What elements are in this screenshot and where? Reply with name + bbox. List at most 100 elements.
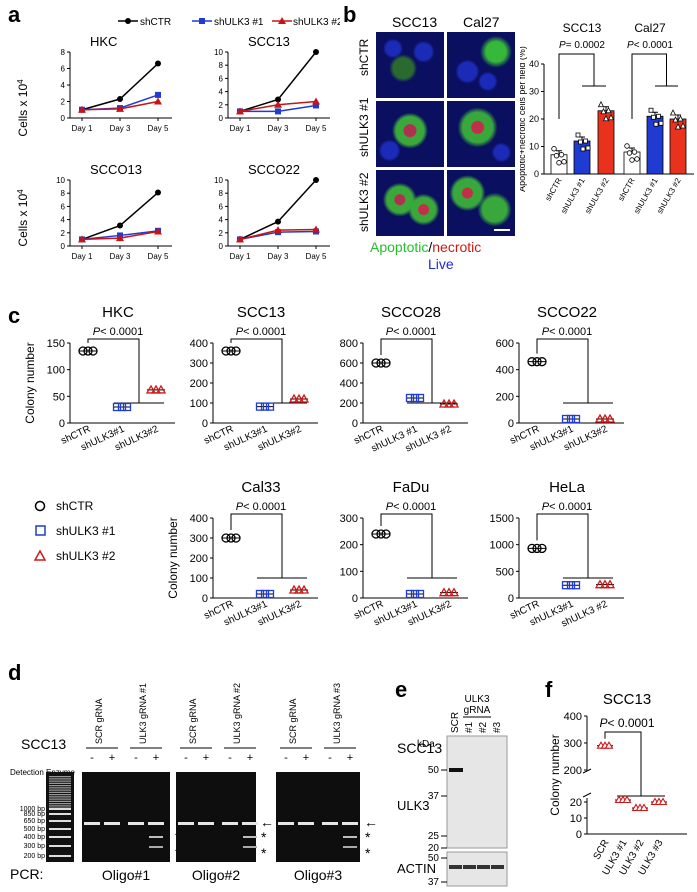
cleaved-band <box>243 846 257 848</box>
p-value: P< 0.0001 <box>236 326 286 338</box>
chart-title: HKC <box>102 305 134 321</box>
sig-bracket <box>230 513 283 578</box>
ulk3-header: ULK3 <box>464 694 489 705</box>
chart-title: SCCO13 <box>90 162 142 177</box>
data-point <box>371 358 381 368</box>
data-point <box>527 543 537 554</box>
x-tick-label: Day 1 <box>72 124 93 133</box>
bar-title-scc13: SCC13 <box>563 21 602 35</box>
data-point <box>527 357 537 367</box>
panel-label-e: e <box>395 677 408 702</box>
data-point <box>651 114 656 120</box>
data-point <box>376 529 386 539</box>
line-chart-hkc: 0 2 4 6 8 HKC Day 1 Day 3 Day 5 <box>61 34 172 133</box>
legend-shctr: shCTR <box>140 17 171 28</box>
pcr-label: PCR: <box>10 866 44 882</box>
sig-bracket <box>536 513 589 578</box>
y-tick-label: 8 <box>61 189 66 198</box>
marker-label: 50 <box>428 853 440 864</box>
cleaved-band <box>149 836 163 838</box>
data-point <box>288 393 300 403</box>
chart-title: SCCO28 <box>381 305 441 321</box>
data-point <box>313 177 319 183</box>
data-point <box>155 384 167 394</box>
y-tick-label: 1500 <box>490 513 514 525</box>
legend-marker-circle <box>125 18 131 24</box>
lane-header: ULK3 gRNA #2 <box>232 683 242 744</box>
y-tick-label: 4 <box>219 216 224 225</box>
y-tick-label: 400 <box>496 365 514 377</box>
ladder-band <box>49 776 71 777</box>
kda-label: kDa <box>417 739 435 750</box>
lane-label: #2 <box>478 721 489 733</box>
arrow-indicator: ← <box>364 814 378 830</box>
y-tick-label: 0 <box>508 593 514 605</box>
y-tick-label: 0 <box>352 418 358 430</box>
pcr-band-main <box>198 822 214 825</box>
data-point <box>83 346 93 356</box>
pcr-band-main <box>148 822 164 825</box>
marker-label: 37 <box>428 877 440 888</box>
y-tick-label: 6 <box>61 65 66 74</box>
y-tick-label: 0 <box>59 418 65 430</box>
data-point <box>155 91 161 98</box>
pcr-band-main <box>178 822 194 825</box>
data-point <box>226 346 236 356</box>
enzyme-sign: - <box>184 752 188 764</box>
oligo-label: Oligo#2 <box>192 867 240 883</box>
data-point <box>594 413 606 423</box>
y-tick-label: 300 <box>190 358 208 370</box>
lane-header: SCR gRNA <box>288 698 298 744</box>
y-tick-label: 400 <box>190 513 208 525</box>
y-tick-label: 2 <box>219 101 224 110</box>
data-point <box>597 100 605 108</box>
y-axis-label: Apoptotic+necrotic cells per field (%) <box>520 46 527 192</box>
y-tick-label: 6 <box>61 202 66 211</box>
panel-a-ylabel-bottom: Cells x 104 <box>16 189 31 247</box>
star-indicator: * <box>261 845 267 861</box>
legend-shctr: shCTR <box>56 499 94 513</box>
panel-d: SCC13 Detection Enzyme 1000 bp 850 bp 650 … <box>0 680 395 892</box>
x-tick-label: Day 3 <box>110 252 131 261</box>
gel-1 <box>82 772 170 862</box>
actin-band <box>449 865 462 869</box>
ladder-band <box>49 813 71 815</box>
cleaved-band <box>343 836 357 838</box>
data-point <box>594 579 606 589</box>
x-tick-label: shULK3 #2 <box>655 176 683 215</box>
y-tick-label: 10 <box>529 142 539 152</box>
star-indicator: * <box>365 829 371 845</box>
data-point <box>553 153 560 159</box>
ladder-label: 300 bp <box>24 843 46 850</box>
data-point <box>605 106 612 114</box>
lane-label: #3 <box>492 721 503 733</box>
pcr-band-main <box>342 822 358 825</box>
y-tick-label: 200 <box>340 540 358 552</box>
pcr-band-main <box>128 822 144 825</box>
data-point <box>275 218 281 225</box>
data-point <box>298 393 310 403</box>
y-tick-label: 400 <box>564 711 582 723</box>
data-point <box>78 346 88 356</box>
x-tick-label: shCTR <box>616 176 636 202</box>
line-chart-scco13: 0 2 4 6 8 10 SCCO13 Day 1 Day 3 Day 5 <box>56 162 172 261</box>
row-label-shulk3-1: shULK3 #1 <box>357 97 371 157</box>
data-point <box>537 357 547 367</box>
legend-square <box>35 525 46 536</box>
protein-actin: ACTIN <box>397 861 436 876</box>
y-tick-label: 10 <box>570 813 582 825</box>
ladder-band <box>49 855 71 857</box>
y-tick-label: 30 <box>529 87 539 97</box>
p-value: P< 0.0001 <box>386 326 436 338</box>
y-axis-label: Colony number <box>23 342 37 423</box>
y-tick-label: 2 <box>61 229 66 238</box>
data-point <box>236 107 244 115</box>
enzyme-sign: - <box>134 752 138 764</box>
line-chart-scc13: 0 2 4 6 8 10 SCC13 Day 1 Day 3 Day 5 <box>214 34 330 133</box>
y-tick-label: 200 <box>564 765 582 777</box>
y-tick-label: 20 <box>570 797 582 809</box>
sig-bracket-scc13 <box>558 53 595 119</box>
y-tick-label: 4 <box>61 81 66 90</box>
